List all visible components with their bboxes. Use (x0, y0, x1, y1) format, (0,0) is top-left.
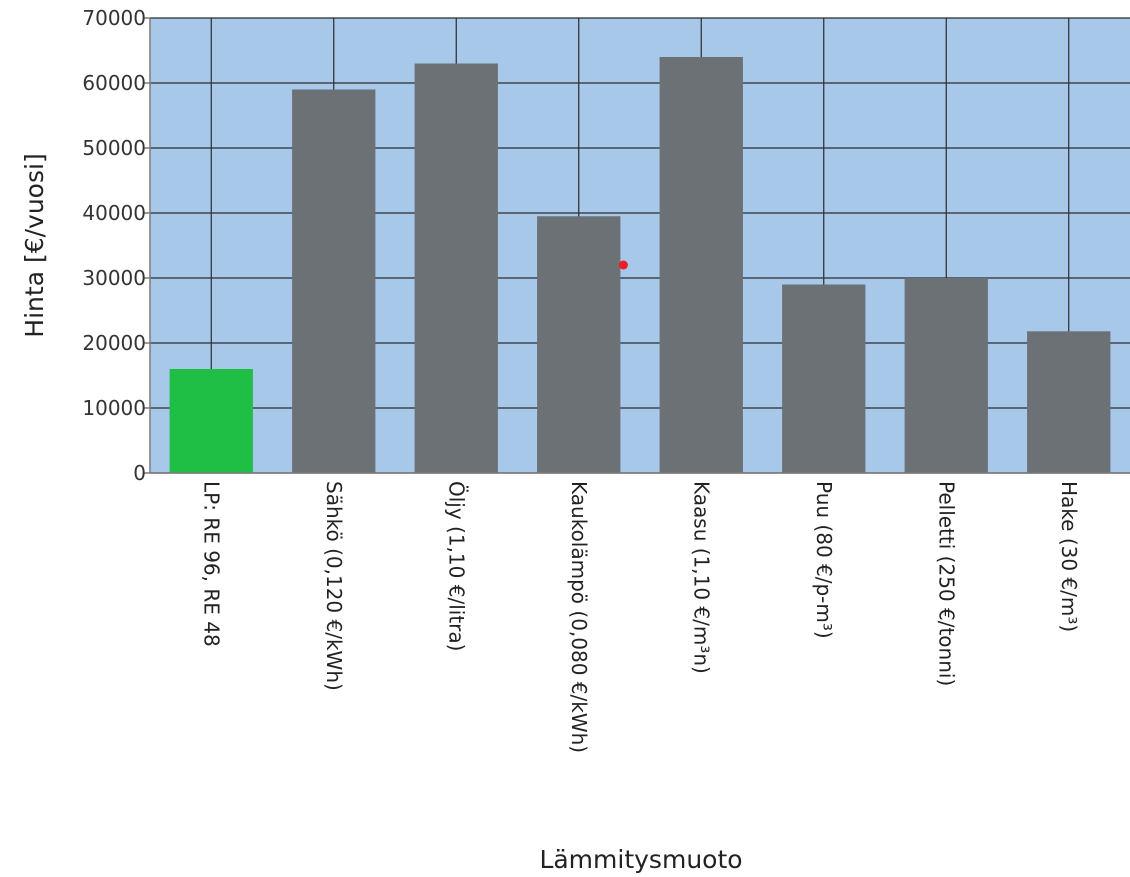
x-tick-label: Öljy (1,10 €/litra) (444, 481, 468, 651)
y-tick-label: 50000 (82, 136, 146, 160)
x-tick-label: Kaukolämpö (0,080 €/kWh) (567, 481, 591, 753)
x-tick-label: Pelletti (250 €/tonni) (934, 481, 958, 686)
x-tick-label: Sähkö (0,120 €/kWh) (322, 481, 346, 691)
x-tick-label: Puu (80 €/p-m³) (812, 481, 836, 639)
x-axis-title: Lämmitysmuoto (539, 845, 742, 874)
bar (292, 89, 376, 473)
bar (904, 278, 988, 473)
y-tick-label: 10000 (82, 396, 146, 420)
x-tick-label: LP: RE 96, RE 48 (199, 481, 223, 647)
marker-point (618, 260, 628, 270)
bar (659, 57, 743, 473)
bars (169, 57, 1111, 473)
y-axis-title: Hinta [€/vuosi] (20, 153, 49, 337)
bar (169, 369, 253, 473)
y-tick-label: 70000 (82, 6, 146, 30)
y-tick-label: 60000 (82, 71, 146, 95)
axes (144, 17, 1130, 474)
y-tick-label: 30000 (82, 266, 146, 290)
x-tick-labels: LP: RE 96, RE 48 Sähkö (0,120 €/kWh) Öljy … (199, 481, 1081, 753)
y-tick-label: 0 (133, 461, 146, 485)
bar (782, 284, 866, 473)
y-tick-label: 20000 (82, 331, 146, 355)
x-tick-label: Hake (30 €/m³) (1057, 481, 1081, 632)
bar (414, 63, 498, 473)
markers (618, 260, 628, 270)
y-tick-label: 40000 (82, 201, 146, 225)
y-tick-labels: 0 10000 20000 30000 40000 50000 60000 70000 (82, 6, 146, 485)
bar (537, 216, 621, 473)
bar (1027, 331, 1111, 473)
x-tick-label: Kaasu (1,10 €/m³n) (689, 481, 713, 674)
